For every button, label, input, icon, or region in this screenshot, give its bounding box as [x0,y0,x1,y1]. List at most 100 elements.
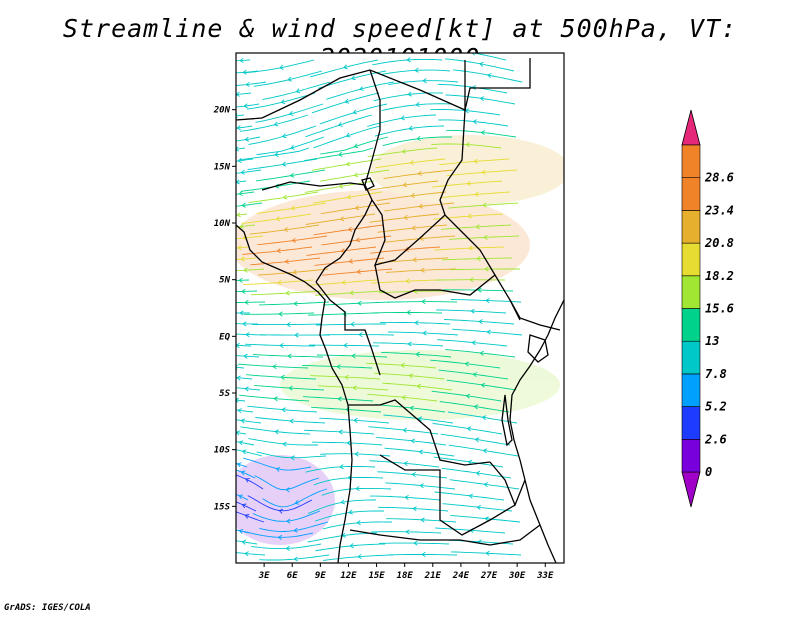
colorbar-segment [681,144,701,179]
lon-tick-label: 12E [340,571,357,581]
latitude-axis: 20N 15N 10N 5N EQ 5S 10S 15S [213,106,236,512]
streamline-arrowhead [473,158,478,164]
streamline-arrowhead [418,203,424,209]
lon-tick-label: 24E [452,571,470,581]
streamline-arrowhead [285,487,290,493]
streamline-arrowhead [238,440,244,446]
streamline-arrowhead [282,441,287,447]
streamline-arrowhead [466,426,472,432]
streamline-arrowhead [279,64,284,70]
streamline [236,92,252,95]
streamline-arrowhead [401,148,406,154]
streamline-arrowhead [418,449,424,455]
streamline-arrowhead [280,99,286,105]
streamline-arrowhead [240,169,245,175]
lat-tick-label: 5S [219,389,230,399]
coastline-west [236,224,353,563]
streamline-arrowhead [236,146,239,152]
streamline-arrowhead [357,300,362,306]
colorbar-segment [681,177,701,211]
streamline-arrowhead [295,88,301,94]
streamline-arrowhead [340,499,346,505]
streamline-arrowhead [289,418,294,424]
streamline-arrowhead [469,277,474,283]
streamline-arrowhead [244,551,249,557]
streamline-arrowhead [356,520,361,526]
streamline-arrowhead [421,299,426,305]
streamline-arrowhead [471,340,476,346]
streamline-arrowhead [403,214,408,220]
streamline [236,441,255,446]
streamline-arrowhead [240,470,246,476]
streamline-arrowhead [244,477,250,483]
streamline-arrowhead [471,85,477,91]
streamline-arrowhead [275,216,281,222]
streamline-arrowhead [241,288,246,294]
border-zambia-tanzania [489,461,526,507]
streamline-arrowhead [238,528,244,534]
streamline-arrowhead [242,321,247,327]
streamline-arrowhead [480,382,486,388]
streamline-arrowhead [466,180,471,186]
streamline-arrowhead [242,69,247,75]
streamline-arrowhead [355,485,360,491]
streamline-arrowhead [416,135,421,141]
streamline-arrowhead [344,374,349,380]
streamline-arrowhead [356,269,361,275]
streamline-arrowhead [474,191,479,197]
streamline-arrowhead [475,224,480,230]
streamline-arrowhead [404,246,409,252]
streamline-arrowhead [293,301,298,307]
streamline-arrowhead [276,248,282,254]
streamline-arrowhead [289,172,295,178]
lake-tanganyika [501,394,513,447]
streamline-arrowhead [277,534,283,540]
streamline-arrowhead [358,86,364,91]
streamline-arrowhead [486,329,491,335]
streamline-arrowhead [471,53,476,56]
streamline-arrowhead [238,277,243,283]
lon-tick-label: 9E [315,571,326,581]
streamline-arrowhead [474,437,480,443]
streamline-arrowhead [467,459,473,465]
border-chad-east [439,109,466,216]
streamline-arrowhead [411,472,417,478]
streamline-arrowhead [482,448,488,454]
streamline-arrowhead [292,269,297,275]
streamline-arrowhead [422,78,427,84]
streamline-arrowhead [353,172,359,178]
streamline-arrowhead [410,193,415,199]
streamline-arrowhead [354,451,359,457]
streamline-arrowhead [411,225,416,231]
border-congo-drc [374,264,521,321]
border-angola-zambia [379,454,516,536]
lake-victoria [527,334,549,363]
colorbar-segment [681,373,701,407]
streamline-arrowhead [240,418,245,424]
streamline-arrowhead [343,64,348,70]
lon-tick-label: 15E [368,571,385,581]
streamline-arrowhead [465,142,470,148]
colorbar-segment [681,406,701,440]
streamline-arrowhead [415,102,420,108]
streamline-arrowhead [465,393,471,399]
streamline-arrowhead [403,461,409,467]
streamline-arrowhead [236,125,241,131]
streamline-arrowhead [290,205,296,211]
streamline [236,399,246,402]
streamline [236,224,256,228]
streamline-arrowhead [337,121,343,127]
streamline-arrowhead [339,464,344,470]
streamline-arrowhead [287,353,292,359]
streamline-arrowhead [348,509,353,515]
streamline-arrowhead [402,427,408,433]
streamline-arrowhead [278,508,284,514]
streamline-arrowhead [273,396,278,402]
streamline-arrowhead [481,415,487,421]
streamline-arrowhead [244,386,249,392]
colorbar-bottom-arrow [681,471,701,508]
lon-tick-label: 18E [397,571,414,581]
streamline-arrowhead [409,405,415,411]
border-uganda-kenya [509,299,561,331]
streamline-arrowhead [478,319,483,325]
